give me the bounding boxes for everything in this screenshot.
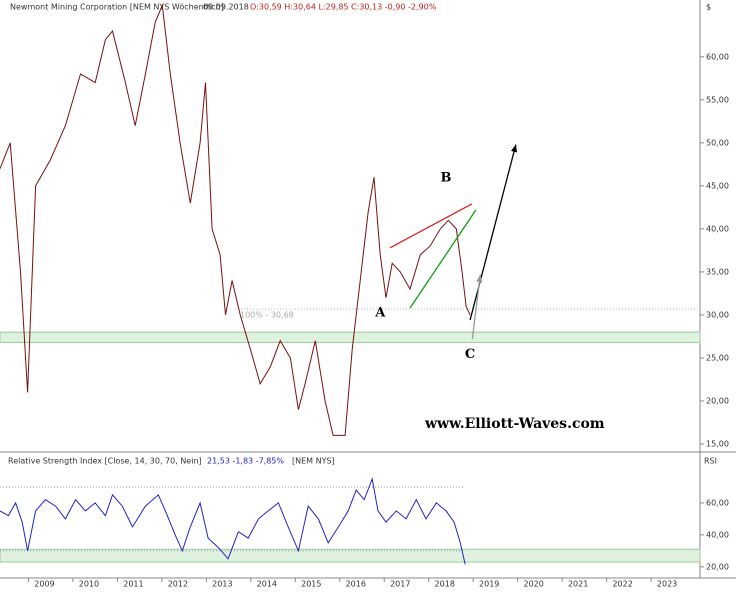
- x-tick-label: 2011: [123, 580, 143, 589]
- y-tick-label: 50,00: [706, 138, 729, 147]
- level-label: 100% - 30,68: [240, 311, 294, 320]
- x-tick-label: 2010: [79, 580, 99, 589]
- x-tick-label: 2016: [346, 580, 366, 589]
- wave-label: A: [374, 306, 386, 321]
- y-tick-label: 15,00: [706, 439, 729, 448]
- rsi-title: Relative Strength Index [Close, 14, 30, …: [8, 457, 202, 466]
- x-tick-label: 2013: [212, 580, 232, 589]
- y-tick-label: 45,00: [706, 181, 729, 190]
- series-line: [0, 3, 471, 436]
- y-tick-label: 60,00: [706, 498, 729, 507]
- x-tick-label: 2012: [168, 580, 188, 589]
- rsi-readout: 21,53 -1,83 -7,85%: [207, 457, 284, 466]
- arrow-head: [476, 274, 483, 283]
- y-tick-label: 35,00: [706, 267, 729, 276]
- chart-title: Newmont Mining Corporation [NEM NYS Wöch…: [10, 3, 224, 12]
- date: 09.09.2018: [203, 3, 249, 12]
- x-tick-label: 2017: [390, 580, 410, 589]
- x-tick-label: 2015: [301, 580, 321, 589]
- rsi-symbol: [NEM NYS]: [292, 457, 335, 466]
- y-tick-label: 20,00: [706, 562, 729, 571]
- y-tick-label: 60,00: [706, 52, 729, 61]
- y-tick-label: 40,00: [706, 224, 729, 233]
- wave-label: B: [441, 171, 452, 186]
- x-tick-label: 2009: [34, 580, 54, 589]
- arrow-head: [511, 144, 518, 153]
- watermark: www.Elliott-Waves.com: [424, 416, 605, 432]
- trendline: [409, 209, 477, 309]
- wave-label: C: [465, 347, 475, 362]
- x-tick-label: 2022: [612, 580, 632, 589]
- ohlc: O:30,59 H:30,64 L:29,85 C:30,13 -0,90 -2…: [250, 3, 437, 12]
- x-tick-label: 2014: [257, 580, 277, 589]
- y-tick-label: 55,00: [706, 95, 729, 104]
- y-tick-label: 25,00: [706, 353, 729, 362]
- support-zone: [0, 331, 701, 343]
- y-tick-label: 20,00: [706, 396, 729, 405]
- unit: $: [706, 3, 711, 12]
- series-line: [0, 477, 466, 565]
- trendline: [389, 203, 473, 249]
- rsi-label: RSI: [704, 457, 717, 466]
- x-tick-label: 2020: [523, 580, 543, 589]
- x-tick-label: 2021: [568, 580, 588, 589]
- y-tick-label: 30,00: [706, 310, 729, 319]
- y-tick-label: 40,00: [706, 530, 729, 539]
- arrow: [471, 274, 481, 340]
- support-zone: [0, 548, 701, 563]
- x-tick-label: 2018: [435, 580, 455, 589]
- x-tick-label: 2019: [479, 580, 499, 589]
- x-tick-label: 2023: [657, 580, 677, 589]
